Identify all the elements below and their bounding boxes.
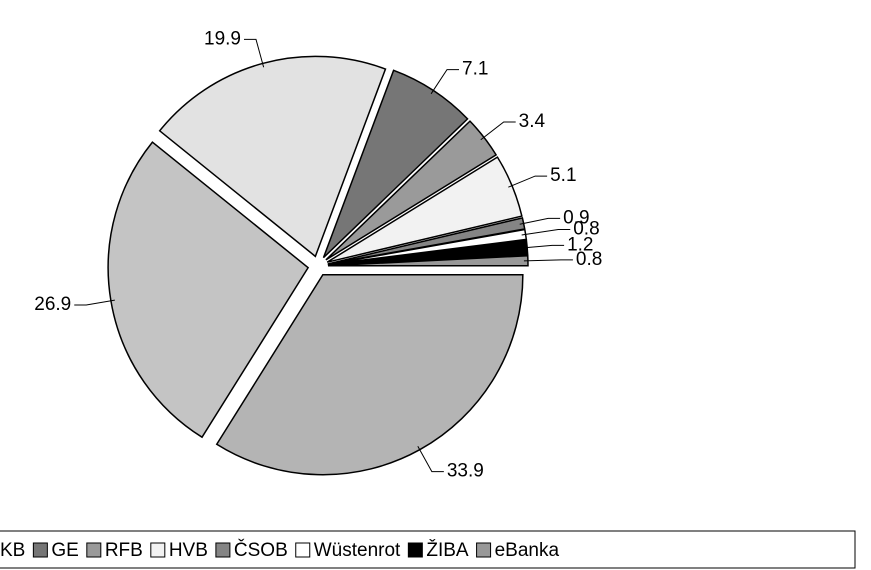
legend-label: KB xyxy=(0,540,25,561)
legend-label: HVB xyxy=(169,540,208,561)
leader-line xyxy=(519,217,561,225)
leader-line xyxy=(523,259,573,262)
leader-line xyxy=(480,121,516,141)
legend-swatch xyxy=(32,542,48,558)
leader-line xyxy=(430,69,460,95)
legend-box xyxy=(0,530,856,569)
data-label: 33.9 xyxy=(447,461,484,482)
legend-label: ČSOB xyxy=(234,539,288,561)
leader-line xyxy=(523,244,565,249)
leader-line xyxy=(243,38,265,68)
data-label: 7.1 xyxy=(462,59,488,80)
legend-swatch xyxy=(476,542,492,558)
legend-swatch xyxy=(407,542,423,558)
data-label: 0.9 xyxy=(563,207,589,228)
data-label: 5.1 xyxy=(550,165,576,186)
leader-line xyxy=(74,299,115,306)
legend-swatch xyxy=(295,542,311,558)
data-label: 26.9 xyxy=(34,294,71,315)
leader-line xyxy=(417,445,444,473)
legend-label: GE xyxy=(51,540,78,561)
legend-swatch xyxy=(86,542,102,558)
legend-swatch xyxy=(215,542,231,558)
legend-label: eBanka xyxy=(495,540,560,561)
data-label: 1.2 xyxy=(567,234,593,255)
legend-swatch xyxy=(150,542,166,558)
data-label: 3.4 xyxy=(519,111,546,132)
data-label: 0.8 xyxy=(576,249,602,270)
legend-label: ŽIBA xyxy=(426,539,469,561)
leader-line xyxy=(521,228,571,236)
legend-label: RFB xyxy=(105,540,143,561)
legend-label: Wüstenrot xyxy=(314,540,401,561)
leader-line xyxy=(508,175,548,188)
data-label: 19.9 xyxy=(204,28,241,49)
data-label: 0.8 xyxy=(573,219,599,240)
